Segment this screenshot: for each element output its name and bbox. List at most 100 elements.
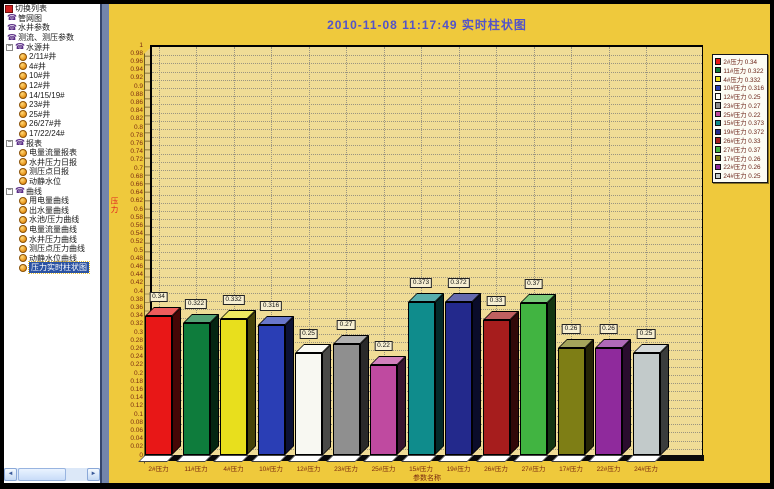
tree-item[interactable]: 电量流量报表 xyxy=(4,148,100,158)
bar-value-label: 0.25 xyxy=(636,328,656,339)
chart-title: 2010-11-08 11:17:49 实时柱状图 xyxy=(327,18,527,32)
tree-item[interactable]: 用电量曲线 xyxy=(4,196,100,206)
y-tick-label: 0.16 xyxy=(130,385,143,393)
tree-item[interactable]: 25#井 xyxy=(4,110,100,120)
bar xyxy=(182,322,210,455)
bullet-icon xyxy=(19,263,27,272)
phone-icon: ☎ xyxy=(15,138,25,148)
y-tick-label: 0.82 xyxy=(130,115,143,123)
bar xyxy=(557,348,585,455)
bullet-icon xyxy=(19,244,27,253)
v-gridline xyxy=(608,47,610,457)
x-tick-label: 2#压力 xyxy=(148,466,169,473)
bar-side xyxy=(247,309,256,455)
scroll-left-button[interactable]: ◄ xyxy=(4,468,17,481)
legend-label: 19#压力 0.372 xyxy=(723,129,764,137)
tree-item[interactable]: 17/22/24# xyxy=(4,129,100,139)
y-tick-label: 0.02 xyxy=(130,443,143,451)
h-gridline xyxy=(152,219,702,221)
legend-item: 23#压力 0.27 xyxy=(714,101,764,110)
y-tick-label: 0.58 xyxy=(130,213,143,221)
tree-item[interactable]: 2/11#井 xyxy=(4,52,100,62)
bar xyxy=(220,318,247,455)
legend-item: 27#压力 0.37 xyxy=(714,145,764,154)
tree-item[interactable]: 水井压力曲线 xyxy=(4,234,100,244)
bar-side xyxy=(284,316,294,455)
tree-item-label: 曲线 xyxy=(25,186,42,196)
h-gridline xyxy=(152,276,702,278)
h-gridline xyxy=(152,55,702,57)
tree-item[interactable]: − ☎ 水源井 xyxy=(4,42,100,52)
tree-item[interactable]: 水池/压力曲线 xyxy=(4,215,100,225)
tree-item[interactable]: − ☎ 曲线 xyxy=(4,186,100,196)
tree-item[interactable]: 测压点压力曲线 xyxy=(4,244,100,254)
h-gridline xyxy=(152,227,702,229)
tree-item[interactable]: ☎ 管网图 xyxy=(4,14,100,24)
tree-item[interactable]: 动静水位曲线 xyxy=(4,253,100,263)
tree-item[interactable]: 压力实时柱状图 xyxy=(4,261,100,275)
bullet-icon xyxy=(19,91,27,100)
tree-item[interactable]: 水井压力日报 xyxy=(4,158,100,168)
y-tick-label: 0.74 xyxy=(130,148,143,156)
tree-item[interactable]: ☎ 测流、测压参数 xyxy=(4,33,100,43)
tree-item-label: 测压点压力曲线 xyxy=(29,244,85,254)
phone-icon: ☎ xyxy=(15,42,25,52)
scroll-right-button[interactable]: ► xyxy=(87,468,100,481)
collapse-icon[interactable]: − xyxy=(6,186,13,195)
y-tick-label: 0.5 xyxy=(133,246,143,254)
legend-swatch xyxy=(714,84,722,92)
tree-item[interactable]: − ☎ 报表 xyxy=(4,138,100,148)
bullet-icon xyxy=(19,158,27,167)
chart-legend: 2#压力 0.34 11#压力 0.322 4#压力 0.332 10#压力 0.31… xyxy=(711,54,768,184)
legend-label: 27#压力 0.37 xyxy=(723,146,761,154)
h-gridline xyxy=(152,202,702,204)
scrollbar-thumb[interactable] xyxy=(18,468,66,481)
y-axis-line xyxy=(150,45,152,461)
y-tick-label: 0.78 xyxy=(130,131,143,139)
tree-item[interactable]: 23#井 xyxy=(4,100,100,110)
tree-item[interactable]: 电量流量曲线 xyxy=(4,225,100,235)
bar-side xyxy=(584,339,594,455)
y-tick-label: 0.12 xyxy=(130,402,143,410)
v-gridline xyxy=(196,47,197,457)
y-tick-label: 0.28 xyxy=(130,336,143,344)
legend-label: 25#压力 0.22 xyxy=(723,111,761,119)
legend-item: 12#压力 0.25 xyxy=(714,92,764,101)
collapse-icon[interactable]: − xyxy=(6,138,13,147)
tree-item[interactable]: 测压点日报 xyxy=(4,167,100,177)
collapse-icon[interactable]: − xyxy=(6,42,13,51)
y-tick-label: 0.62 xyxy=(130,197,143,205)
y-tick-label: 0.44 xyxy=(130,271,143,279)
tree-item[interactable]: 12#井 xyxy=(4,81,100,91)
tree-item[interactable]: ☎ 水井参数 xyxy=(4,23,100,33)
y-tick-label: 0.94 xyxy=(130,66,143,74)
y-tick-label: 0.88 xyxy=(130,90,143,98)
v-gridline xyxy=(346,47,347,457)
bullet-icon xyxy=(19,225,27,234)
x-tick-label: 24#压力 xyxy=(634,466,658,473)
tree-root-item[interactable]: 切换列表 xyxy=(4,4,100,14)
tree-item[interactable]: 10#井 xyxy=(4,71,100,81)
y-tick-label: 0.1 xyxy=(133,410,143,418)
bar xyxy=(370,364,397,455)
y-tick-label: 0.04 xyxy=(130,435,143,443)
tree-item[interactable]: 4#井 xyxy=(4,62,100,72)
horizontal-scrollbar[interactable]: ◄ ► xyxy=(4,468,100,481)
y-tick-label: 0.18 xyxy=(130,377,143,385)
tree-item[interactable]: 出水量曲线 xyxy=(4,205,100,215)
v-gridline xyxy=(308,47,310,457)
y-tick-label: 0.66 xyxy=(130,180,143,188)
sidebar-splitter[interactable] xyxy=(100,4,109,483)
tree-item-label: 管网图 xyxy=(17,13,42,23)
h-gridline xyxy=(152,260,702,262)
legend-item: 15#压力 0.373 xyxy=(714,119,764,127)
phone-icon: ☎ xyxy=(15,186,25,196)
bullet-icon xyxy=(19,196,27,205)
tree-item[interactable]: 14/15/19# xyxy=(4,90,100,100)
bar xyxy=(332,344,360,455)
h-gridline xyxy=(152,63,702,65)
bar-value-label: 0.322 xyxy=(184,298,208,309)
tree-item[interactable]: 26/27#井 xyxy=(4,119,100,129)
tree-item[interactable]: 动静水位 xyxy=(4,177,100,187)
x-tick-label: 27#压力 xyxy=(521,466,546,473)
